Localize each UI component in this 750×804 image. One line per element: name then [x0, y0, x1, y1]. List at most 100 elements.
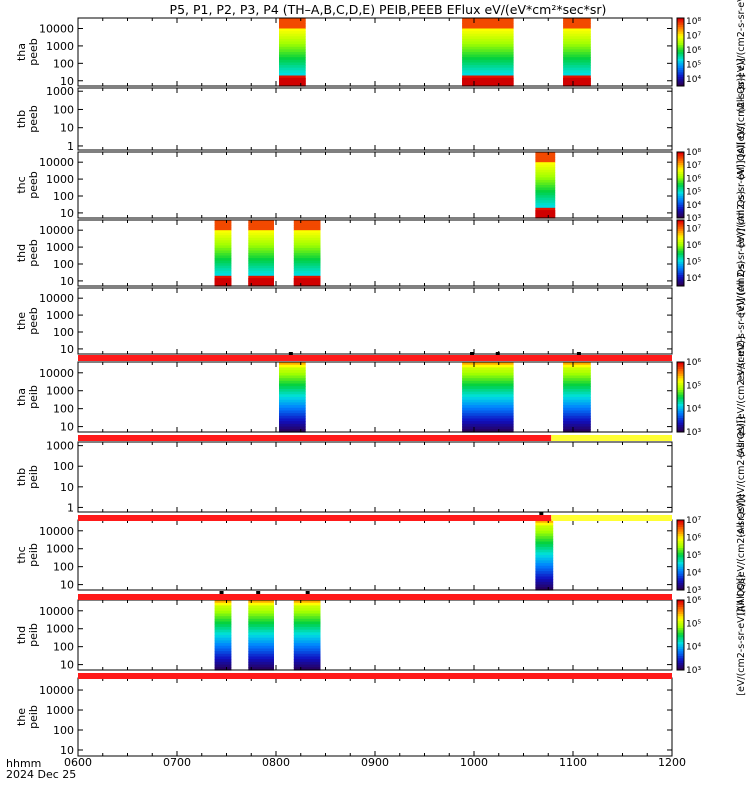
spectrogram-block	[293, 220, 321, 287]
spectrogram-cell	[293, 643, 321, 647]
y-axis-label-spacecraft: the	[15, 708, 28, 726]
spectrogram-cell	[563, 49, 591, 53]
spectrogram-cell	[563, 20, 591, 24]
x-tick-label: 0900	[361, 756, 389, 769]
colorbar-cell	[677, 371, 684, 375]
spectrogram-cell	[535, 157, 556, 161]
spectrogram-cell	[462, 52, 514, 56]
colorbar-tick-label: 10⁵	[686, 60, 701, 70]
colorbar-cell	[677, 200, 684, 204]
colorbar-cell	[677, 559, 684, 563]
colorbar-cell	[677, 244, 684, 247]
colorbar-cell	[677, 169, 684, 173]
colorbar-cell	[677, 268, 684, 272]
colorbar-tick-label: 10⁸	[686, 148, 701, 158]
colorbar-cell	[677, 536, 684, 540]
colorbar-cell	[677, 390, 684, 393]
colorbar-cell	[677, 22, 684, 26]
spectrogram-cell	[535, 573, 554, 578]
colorbar-cell	[677, 587, 684, 591]
quality-bar-segment	[78, 673, 672, 679]
colorbar-cell	[677, 552, 684, 556]
y-tick-label: 100	[53, 103, 74, 116]
spectrogram-cell	[462, 31, 514, 35]
spectrogram-cell	[293, 651, 321, 655]
colorbar-cell	[677, 660, 684, 664]
colorbar-cell	[677, 564, 684, 568]
spectrogram-cell	[293, 640, 321, 644]
colorbar-cell	[677, 228, 684, 232]
colorbar-cell	[677, 193, 684, 197]
colorbar-cell	[677, 178, 684, 182]
colorbar-cell	[677, 618, 684, 622]
spectrogram-cell	[462, 383, 514, 387]
spectrogram-cell	[248, 253, 274, 257]
spectrogram-cell	[214, 643, 232, 647]
colorbar-cell	[677, 165, 684, 168]
spectrogram-cell	[293, 661, 321, 666]
spectrogram-cell	[462, 405, 514, 409]
spectrogram-cell	[563, 405, 591, 409]
x-tick-label: 0800	[262, 756, 290, 769]
spectrogram-cell	[214, 629, 232, 633]
spectrogram-cell	[248, 220, 274, 224]
colorbar-cell	[677, 72, 684, 76]
y-tick-label: 10	[60, 659, 74, 672]
colorbar-cell	[677, 24, 684, 28]
spectrogram-cell	[462, 370, 514, 374]
spectrogram-cell	[293, 265, 321, 269]
spectrogram-cell	[462, 70, 514, 74]
colorbar-cell	[677, 425, 684, 428]
quality-bar	[78, 512, 672, 521]
spectrogram-cell	[535, 182, 556, 186]
colorbar-cell	[677, 83, 684, 87]
spectrogram-cell	[248, 225, 274, 229]
spectrogram-cell	[535, 587, 554, 591]
spectrogram-cell	[462, 397, 514, 401]
colorbar-cell	[677, 163, 684, 166]
y-tick-label: 100	[53, 258, 74, 271]
spectrogram-cell	[535, 525, 554, 529]
colorbar-cell	[677, 369, 684, 372]
y-tick-label: 100	[53, 724, 74, 737]
colorbar-cell	[677, 152, 684, 155]
y-tick-label: 100	[53, 326, 74, 339]
spectrogram-cell	[293, 608, 321, 612]
colorbar-cell	[677, 215, 684, 219]
colorbar: 10⁴ 10⁵ 10⁶ 10⁷ 10⁸	[676, 17, 701, 87]
colorbar-tick-label: 10⁷	[686, 224, 701, 234]
spectrogram-cell	[279, 383, 306, 387]
spectrogram-cell	[535, 557, 554, 561]
colorbar-cell	[677, 52, 684, 55]
spectrogram-cell	[248, 616, 274, 620]
colorbar-cell	[677, 180, 684, 184]
y-axis-label-instrument: peeb	[27, 105, 40, 133]
spectrogram-cell	[293, 273, 321, 277]
spectrogram-cell	[462, 41, 514, 45]
colorbar-cell	[677, 583, 684, 586]
time-axis-label-bottom: 2024 Dec 25	[6, 768, 76, 781]
spectrogram-cell	[279, 386, 306, 390]
spectrogram-cell	[462, 418, 514, 422]
colorbar-cell	[677, 174, 684, 177]
y-tick-label: 10	[60, 122, 74, 135]
spectrogram-cell	[279, 421, 306, 425]
spectrogram-cell	[248, 268, 274, 272]
spectrogram-cell	[462, 364, 514, 368]
spectrogram-cell	[279, 410, 306, 414]
spectrogram-cell	[535, 522, 554, 526]
colorbar-cell	[677, 222, 684, 225]
colorbar-cell	[677, 639, 684, 643]
spectrogram-cell	[248, 618, 274, 623]
spectrogram-cell	[563, 388, 591, 393]
colorbar-cell	[677, 600, 684, 603]
colorbar-cell	[677, 644, 684, 648]
spectrogram-cell	[214, 268, 232, 272]
spectrogram-cell	[279, 413, 306, 417]
spectrogram-cell	[214, 637, 232, 641]
y-tick-label: 1	[67, 501, 74, 514]
colorbar-tick-label: 10³	[686, 586, 701, 596]
colorbar-cell	[677, 616, 684, 620]
colorbar-cell	[677, 642, 684, 645]
spectrogram-cell	[279, 62, 306, 66]
